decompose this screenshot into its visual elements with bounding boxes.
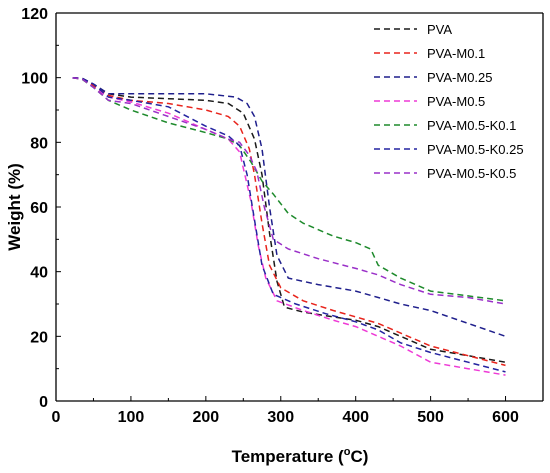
x-tick-label: 400 [342,409,369,426]
legend-label: PVA-M0.5-K0.1 [427,118,516,133]
legend-label: PVA-M0.5-K0.25 [427,142,524,157]
y-tick-label: 100 [21,71,48,88]
x-ticks: 0 100 200 300 400 500 600 [52,396,519,426]
series-line-pva-m0-25 [72,76,506,338]
x-tick-label: 0 [52,409,61,426]
series-line-pva-m0-5 [72,76,506,376]
series-line-pva-m0-5-k0-5 [72,76,506,305]
series-line-pva-m0-5-k0-1 [72,76,506,302]
legend-label: PVA-M0.25 [427,70,493,85]
series-line-pva-m0-5-k0-25 [72,76,506,373]
legend: PVA PVA-M0.1 PVA-M0.25 PVA-M0.5 PVA-M0.5-K0.… [374,22,524,181]
y-ticks: 0 20 40 60 80 100 120 [21,6,61,411]
y-tick-label: 0 [39,394,48,411]
x-tick-label: 600 [492,409,519,426]
x-tick-label: 300 [267,409,294,426]
y-tick-label: 80 [30,135,48,152]
x-tick-label: 100 [118,409,145,426]
y-tick-label: 20 [30,329,48,346]
legend-label: PVA-M0.1 [427,46,485,61]
series-line-pva-m0-1 [72,76,506,367]
legend-label: PVA [427,22,452,37]
legend-label: PVA-M0.5-K0.5 [427,166,516,181]
legend-label: PVA-M0.5 [427,94,485,109]
x-tick-label: 500 [417,409,444,426]
series-group [72,76,506,376]
y-tick-label: 60 [30,200,48,217]
x-axis-title: Temperature (oC) [232,446,369,466]
series-line-pva [72,76,506,363]
y-axis-title: Weight (%) [5,163,24,251]
y-tick-label: 120 [21,6,48,23]
y-tick-label: 40 [30,265,48,282]
x-tick-label: 200 [192,409,219,426]
